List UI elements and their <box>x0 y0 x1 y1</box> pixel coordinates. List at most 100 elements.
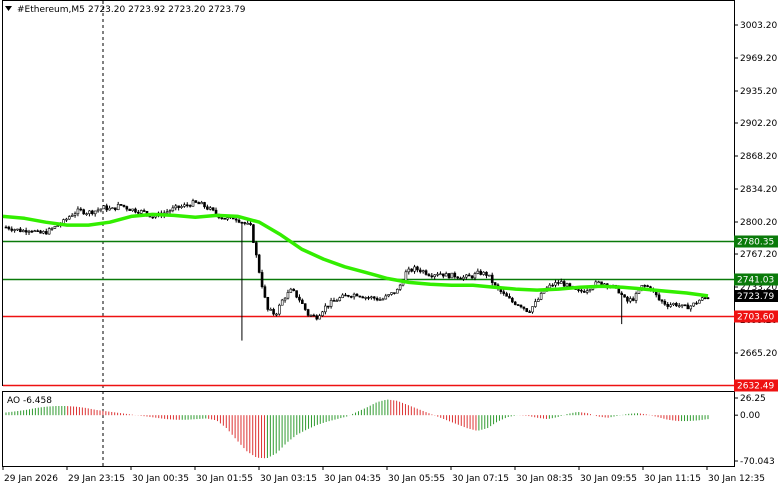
candle-body <box>577 289 580 291</box>
candle-body <box>122 204 126 207</box>
candle-body <box>312 314 316 317</box>
candle-body <box>585 290 589 293</box>
candle-body <box>315 315 319 320</box>
candle-body <box>114 207 117 210</box>
candle-body <box>493 282 497 286</box>
candle-body <box>370 296 373 299</box>
candle-body <box>243 222 247 224</box>
candle-body <box>490 274 494 283</box>
candle-body <box>559 281 563 284</box>
time-tick-label: 30 Jan 12:35 <box>708 474 765 484</box>
candle-body <box>677 305 681 307</box>
last-price-label: 2723.79 <box>737 292 774 302</box>
candle-body <box>663 300 667 305</box>
candle-body <box>698 299 701 304</box>
level-badge-2780.35 <box>734 235 778 248</box>
candle-body <box>695 302 698 305</box>
level-badge-2741.03 <box>734 273 778 286</box>
time-tick-label: 29 Jan 2026 <box>4 474 58 484</box>
candle-body <box>511 297 514 303</box>
candle-body <box>522 306 526 309</box>
candle-body <box>105 205 108 211</box>
candle-body <box>139 210 143 214</box>
candle-body <box>206 206 209 210</box>
candle-body <box>344 294 347 297</box>
candle-body <box>7 226 11 230</box>
candle-body <box>430 275 434 278</box>
candle-body <box>329 300 333 307</box>
level-badge-label: 2703.60 <box>737 313 774 323</box>
candle-body <box>568 283 572 287</box>
candle-body <box>686 304 690 310</box>
candle-body <box>53 226 57 229</box>
candle-body <box>459 277 462 280</box>
candle-body <box>669 304 672 307</box>
candle-body <box>485 271 488 276</box>
ao-tick-label: -70.043 <box>740 457 775 467</box>
candle-body <box>675 303 678 307</box>
candle-body <box>450 272 454 279</box>
candle-body <box>332 300 336 302</box>
candle-body <box>286 292 290 299</box>
candle-body <box>372 296 376 299</box>
candle-body <box>252 224 255 243</box>
candle-body <box>96 209 100 212</box>
candle-body <box>456 276 459 279</box>
candle-body <box>637 289 641 294</box>
candle-body <box>551 284 554 287</box>
candle-body <box>234 218 238 221</box>
time-tick-label: 30 Jan 04:35 <box>324 474 381 484</box>
candle-body <box>188 205 192 207</box>
candle-body <box>349 296 353 298</box>
level-badge-2632.49 <box>734 379 778 392</box>
candle-body <box>263 286 267 298</box>
dropdown-arrow-icon[interactable] <box>5 6 12 11</box>
candle-body <box>73 213 77 216</box>
price-tick-label: 2800.20 <box>740 218 777 228</box>
candle-body <box>433 274 436 277</box>
ao-tick-label: 26.25 <box>740 394 766 404</box>
candle-body <box>505 293 508 297</box>
candle-body <box>200 202 203 205</box>
candle-body <box>168 210 172 213</box>
candle-body <box>447 273 451 279</box>
candle-body <box>295 290 298 298</box>
price-tick-label: 2665.20 <box>740 349 777 359</box>
candle-body <box>42 231 45 234</box>
candle-body <box>557 282 560 284</box>
candle-body <box>93 210 97 215</box>
candle-body <box>82 209 85 215</box>
candle-body <box>36 230 39 232</box>
candle-body <box>442 273 445 277</box>
candle-body <box>223 217 226 220</box>
candle-body <box>565 283 569 287</box>
candle-body <box>384 295 388 300</box>
time-tick-label: 30 Jan 01:55 <box>196 474 253 484</box>
candle-body <box>257 254 261 273</box>
candle-body <box>237 219 241 223</box>
ao-tick-label: 0.00 <box>740 411 760 421</box>
candle-body <box>151 216 155 219</box>
candle-body <box>476 270 480 274</box>
candle-body <box>326 305 330 308</box>
candle-body <box>99 208 103 211</box>
candle-body <box>21 230 25 233</box>
time-tick-label: 30 Jan 00:35 <box>132 474 189 484</box>
candle-body <box>444 273 448 277</box>
candle-body <box>111 207 114 210</box>
candle-body <box>620 292 623 295</box>
candle-body <box>580 289 583 292</box>
candle-body <box>482 271 485 275</box>
level-badge-label: 2741.03 <box>737 276 774 286</box>
candle-body <box>358 295 362 298</box>
candle-body <box>10 228 14 231</box>
candle-body <box>361 296 365 299</box>
candle-body <box>554 282 557 286</box>
candle-body <box>672 303 675 306</box>
candle-body <box>278 304 281 315</box>
candle-body <box>180 206 183 208</box>
level-badge-2703.60 <box>734 310 778 323</box>
candle-body <box>347 294 350 297</box>
candle-body <box>657 294 661 301</box>
candle-body <box>410 268 413 272</box>
